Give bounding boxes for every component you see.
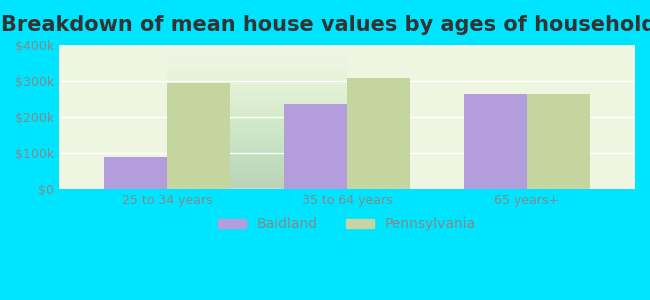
Bar	[347, 78, 410, 189]
Bar	[464, 94, 527, 189]
Bar	[167, 83, 230, 189]
Bar	[284, 104, 347, 189]
Title: Breakdown of mean house values by ages of householders: Breakdown of mean house values by ages o…	[1, 15, 650, 35]
Bar	[527, 94, 590, 189]
Bar	[104, 157, 167, 189]
Legend: Baidland, Pennsylvania: Baidland, Pennsylvania	[213, 212, 482, 237]
